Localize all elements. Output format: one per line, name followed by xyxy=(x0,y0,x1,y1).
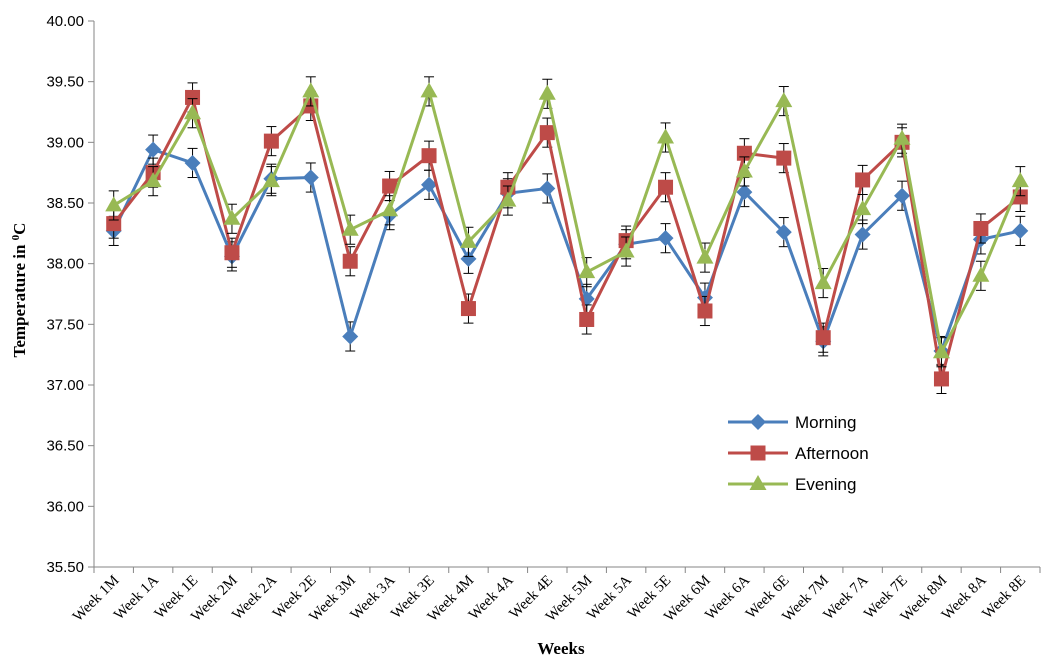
data-point-evening xyxy=(775,92,793,108)
data-point-evening xyxy=(578,263,596,279)
data-point-morning xyxy=(342,328,359,345)
data-point-evening xyxy=(617,242,635,258)
data-point-evening xyxy=(144,172,162,188)
x-tick-label: Week 1A xyxy=(111,572,162,623)
y-axis-title: Temperature in 0C xyxy=(10,223,29,358)
x-tick-label: Week 8A xyxy=(939,572,990,623)
data-point-evening xyxy=(223,209,241,225)
data-point-morning xyxy=(421,176,438,193)
x-tick-label: Week 8E xyxy=(979,573,1029,623)
data-point-morning xyxy=(302,169,319,186)
data-point-morning xyxy=(145,141,162,158)
data-point-afternoon xyxy=(421,148,437,164)
x-tick-label: Week 6A xyxy=(702,572,753,623)
legend-label-morning: Morning xyxy=(795,413,856,432)
y-tick-label: 35.50 xyxy=(46,559,84,576)
y-tick-label: 39.50 xyxy=(46,74,84,91)
x-tick-label: Week 4A xyxy=(466,572,517,623)
x-tick-label: Week 7A xyxy=(821,572,872,623)
data-point-morning xyxy=(1012,222,1029,239)
data-point-evening xyxy=(932,343,950,359)
data-point-evening xyxy=(538,84,556,100)
data-point-afternoon xyxy=(579,311,595,327)
data-point-evening xyxy=(262,172,280,188)
series-line-morning xyxy=(112,148,1021,353)
data-point-afternoon xyxy=(342,253,358,269)
data-point-morning xyxy=(854,226,871,243)
data-point-afternoon xyxy=(263,133,279,149)
y-axis: 35.50 36.00 36.50 37.00 37.50 38.00 38.50 39.00… xyxy=(46,13,95,576)
data-point-evening xyxy=(657,128,675,144)
data-point-evening xyxy=(381,201,399,217)
series-evening xyxy=(105,76,1029,368)
y-tick-label: 37.50 xyxy=(46,316,84,333)
data-point-afternoon xyxy=(973,220,989,236)
legend-marker-evening xyxy=(749,475,767,490)
y-tick-label: 37.00 xyxy=(46,377,84,394)
x-tick-label: Week 3A xyxy=(348,572,399,623)
data-point-evening xyxy=(893,129,911,145)
data-point-afternoon xyxy=(382,178,398,194)
legend-label-evening: Evening xyxy=(795,475,856,494)
data-point-evening xyxy=(341,220,359,236)
series-line-evening xyxy=(112,89,1022,354)
y-tick-label: 36.50 xyxy=(46,438,84,455)
data-point-evening xyxy=(1011,172,1029,188)
legend-marker-afternoon xyxy=(750,445,766,461)
data-point-morning xyxy=(657,230,674,247)
y-tick-label: 38.50 xyxy=(46,195,84,212)
plot-area xyxy=(105,76,1029,394)
legend-label-afternoon: Afternoon xyxy=(795,444,869,463)
series-line-afternoon xyxy=(112,95,1022,381)
series-morning xyxy=(105,134,1029,367)
legend: Morning Afternoon Evening xyxy=(728,413,869,494)
data-point-evening xyxy=(735,162,753,178)
y-tick-label: 39.00 xyxy=(46,134,84,151)
data-point-evening xyxy=(184,104,202,120)
data-point-evening xyxy=(459,232,477,248)
data-point-evening xyxy=(499,191,517,207)
data-point-afternoon xyxy=(185,89,201,105)
data-point-afternoon xyxy=(776,150,792,166)
legend-marker-morning xyxy=(750,414,766,430)
data-point-afternoon xyxy=(933,371,949,387)
legend-item-afternoon: Afternoon xyxy=(728,444,869,463)
data-point-afternoon xyxy=(697,303,713,319)
legend-item-evening: Evening xyxy=(728,475,856,494)
data-point-morning xyxy=(184,154,201,171)
data-point-afternoon xyxy=(855,172,871,188)
data-point-morning xyxy=(539,180,556,197)
data-point-morning xyxy=(460,250,477,267)
data-point-evening xyxy=(420,82,438,98)
y-tick-label: 40.00 xyxy=(46,13,84,30)
data-point-evening xyxy=(302,82,320,98)
x-tick-label: Week 5A xyxy=(584,572,635,623)
data-point-morning xyxy=(775,224,792,241)
data-point-morning xyxy=(894,187,911,204)
data-point-evening xyxy=(972,266,990,282)
data-point-afternoon xyxy=(815,330,831,346)
data-point-evening xyxy=(854,200,872,216)
x-axis-title: Weeks xyxy=(537,639,585,658)
data-point-afternoon xyxy=(460,301,476,317)
x-tick-label: Week 2A xyxy=(229,572,280,623)
data-point-evening xyxy=(696,248,714,264)
data-point-afternoon xyxy=(539,125,555,141)
data-point-afternoon xyxy=(658,179,674,195)
y-tick-label: 36.00 xyxy=(46,498,84,515)
y-tick-label: 38.00 xyxy=(46,256,84,273)
legend-item-morning: Morning xyxy=(728,413,856,432)
data-point-evening xyxy=(814,274,832,290)
data-point-afternoon xyxy=(224,245,240,261)
data-point-morning xyxy=(736,184,753,201)
series-afternoon xyxy=(106,82,1028,394)
data-point-evening xyxy=(105,196,123,212)
x-tick-label: Week 1M xyxy=(70,573,123,626)
